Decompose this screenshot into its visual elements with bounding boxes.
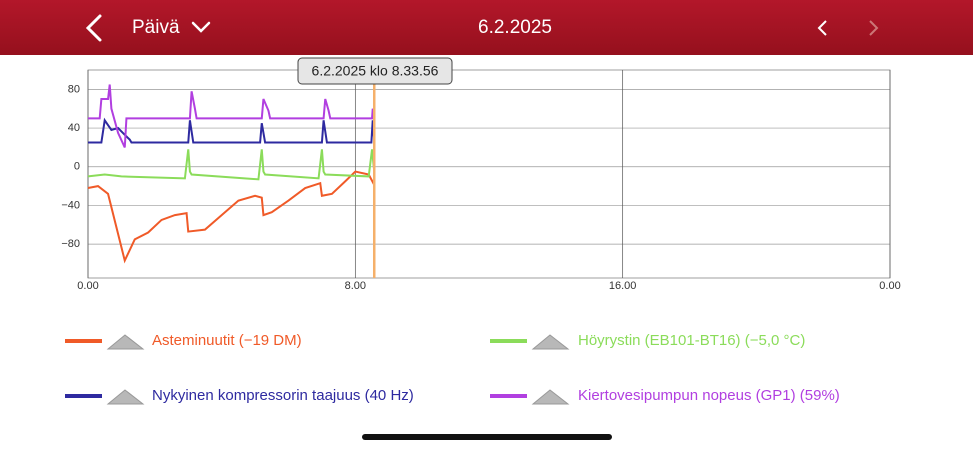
legend-label: Kiertovesipumpun nopeus (GP1) (59%) [578,387,840,404]
legend: Asteminuutit (−19 DM) Höyrystin (EB101-BT… [65,332,840,405]
legend-toggle[interactable] [106,334,145,350]
legend-label: Nykyinen kompressorin taajuus (40 Hz) [152,387,414,404]
back-button[interactable] [85,14,102,42]
x-tick-label: 16.00 [609,280,637,292]
series-line [87,170,376,264]
x-tick-label: 0.00 [879,280,900,292]
tooltip-text: 6.2.2025 klo 8.33.56 [312,63,439,79]
x-tick-label: 0.00 [77,280,98,292]
y-tick-label: 40 [68,122,80,134]
legend-label: Höyrystin (EB101-BT16) (−5,0 °C) [578,332,805,349]
legend-toggle[interactable] [531,334,570,350]
legend-label: Asteminuutit (−19 DM) [152,332,302,349]
home-indicator [362,434,612,440]
period-selector[interactable]: Päivä [132,17,180,38]
legend-toggle[interactable] [531,389,570,405]
header-bar [0,0,973,55]
tooltip-box [297,57,453,85]
x-tick-label: 8.00 [345,280,366,292]
legend-toggle[interactable] [106,389,145,405]
y-tick-label: −80 [61,238,80,250]
series-line [87,149,376,181]
y-tick-label: −40 [61,199,80,211]
next-button[interactable] [869,20,879,36]
plot: 80 40 0 −40 −80 0.00 8.00 16.00 0.00 6.2.2025 klo… [61,57,901,292]
header-date: 6.2.2025 [478,17,552,38]
y-tick-label: 80 [68,83,80,95]
prev-button[interactable] [817,20,827,36]
plot-frame [87,69,891,279]
period-dropdown[interactable] [191,21,211,33]
series-line [88,117,376,144]
series-line [88,84,376,148]
y-tick-label: 0 [74,161,80,173]
